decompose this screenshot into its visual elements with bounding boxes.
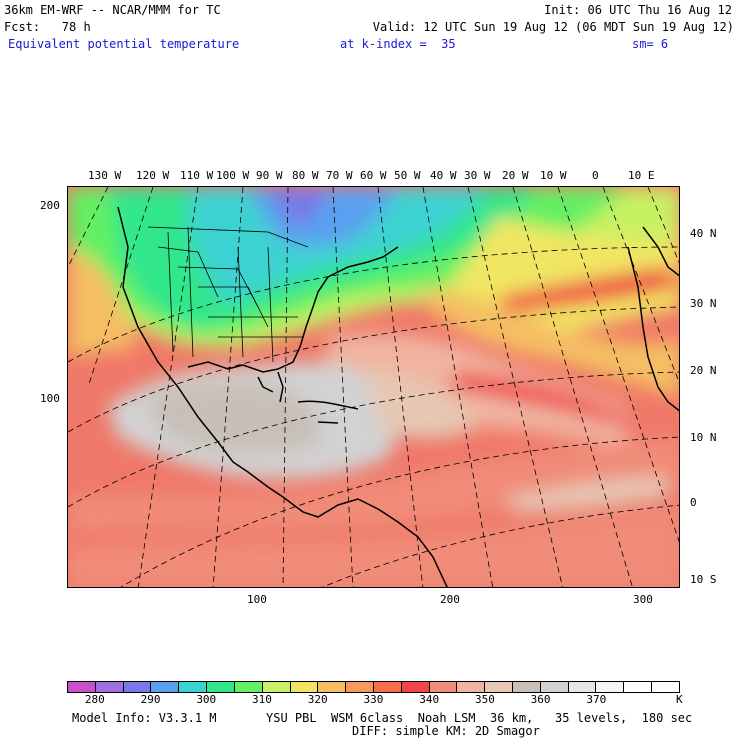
colorbar (67, 681, 680, 693)
lat-label-10s: 10 S (690, 573, 717, 586)
colorbar-swatch (95, 682, 124, 692)
colorbar-swatch (346, 682, 374, 692)
map-plot (67, 186, 680, 588)
colorbar-swatch (290, 682, 319, 692)
forecast-hour: Fcst: 78 h (4, 20, 91, 34)
colorbar-swatch (68, 682, 96, 692)
lon-label-100w: 100 W (216, 169, 250, 182)
model-info: Model Info: V3.3.1 M (72, 711, 217, 725)
lon-label-80w: 80 W (292, 169, 319, 182)
coastlines (117, 206, 679, 587)
lat-label-0: 0 (690, 496, 697, 509)
lon-label-20w: 20 W (502, 169, 529, 182)
colorbar-tick-label: 350 (474, 693, 495, 706)
colorbar-swatch (373, 682, 402, 692)
grid-x-100: 100 (247, 593, 267, 606)
colorbar-tick-label: 360 (530, 693, 551, 706)
lon-label-30w: 30 W (464, 169, 491, 182)
colorbar-swatch (318, 682, 347, 692)
lat-label-10n: 10 N (690, 431, 717, 444)
colorbar-swatch (429, 682, 458, 692)
colorbar-swatch (457, 682, 486, 692)
colorbar-tick-label: 290 (140, 693, 161, 706)
lon-label-0: 0 (592, 169, 599, 182)
lon-label-60w: 60 W (360, 169, 387, 182)
lon-label-90w: 90 W (256, 169, 283, 182)
colorbar-swatch (596, 682, 625, 692)
colorbar-swatch (485, 682, 513, 692)
lon-label-120w: 120 W (136, 169, 170, 182)
lon-label-130w: 130 W (88, 169, 122, 182)
lon-label-10w: 10 W (540, 169, 567, 182)
lon-label-10e: 10 E (628, 169, 655, 182)
colorbar-swatch (179, 682, 208, 692)
lat-label-30n: 30 N (690, 297, 717, 310)
political-boundaries (147, 226, 309, 363)
level-info: at k-index = 35 (340, 37, 456, 51)
diffusion-info: DIFF: simple KM: 2D Smagor (352, 724, 540, 738)
valid-time: Valid: 12 UTC Sun 19 Aug 12 (06 MDT Sun … (372, 20, 734, 34)
colorbar-swatch (540, 682, 569, 692)
colorbar-swatch (401, 682, 430, 692)
lat-lon-grid (68, 187, 679, 587)
map-svg (68, 187, 679, 587)
smoothing-info: sm= 6 (632, 37, 669, 51)
grid-y-200: 200 (40, 199, 60, 212)
colorbar-swatch (234, 682, 263, 692)
colorbar-tick-label: 300 (196, 693, 217, 706)
init-time: Init: 06 UTC Thu 16 Aug 12 (544, 3, 732, 17)
theta-e-field (68, 187, 679, 587)
lon-label-50w: 50 W (394, 169, 421, 182)
colorbar-swatch (123, 682, 152, 692)
lon-label-40w: 40 W (430, 169, 457, 182)
colorbar-swatch (513, 682, 541, 692)
colorbar-swatch (568, 682, 597, 692)
colorbar-tick-label: 310 (252, 693, 272, 706)
field-name: Equivalent potential temperature (8, 37, 240, 51)
model-title: 36km EM-WRF -- NCAR/MMM for TC (4, 3, 221, 17)
colorbar-tick-label: 280 (84, 693, 105, 706)
lon-label-110w: 110 W (180, 169, 214, 182)
colorbar-swatch (652, 682, 679, 692)
colorbar-tick-label: 370 (586, 693, 607, 706)
grid-y-100: 100 (40, 392, 60, 405)
physics-info: YSU PBL WSM 6class Noah LSM 36 km, 35 le… (266, 711, 693, 725)
colorbar-swatch (151, 682, 180, 692)
lon-label-70w: 70 W (326, 169, 353, 182)
colorbar-unit: K (676, 693, 683, 706)
colorbar-tick-label: 330 (363, 693, 384, 706)
colorbar-swatch (207, 682, 235, 692)
grid-x-200: 200 (440, 593, 460, 606)
lat-label-20n: 20 N (690, 364, 717, 377)
colorbar-swatch (262, 682, 291, 692)
grid-x-300: 300 (633, 593, 653, 606)
colorbar-tick-label: 340 (419, 693, 440, 706)
lat-label-40n: 40 N (690, 227, 717, 240)
colorbar-tick-label: 320 (307, 693, 328, 706)
colorbar-swatch (624, 682, 653, 692)
